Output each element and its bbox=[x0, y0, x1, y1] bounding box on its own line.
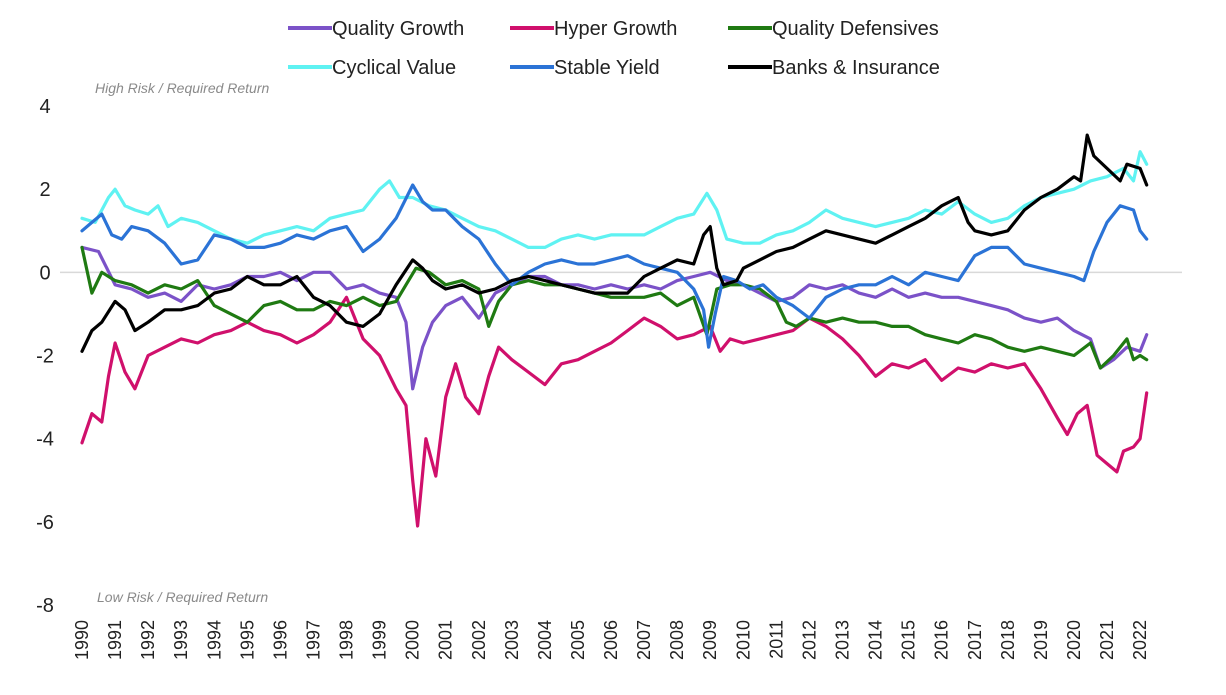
x-tick-label: 2014 bbox=[866, 620, 886, 660]
x-tick-label: 2002 bbox=[469, 620, 489, 660]
x-tick-label: 1992 bbox=[138, 620, 158, 660]
legend: Quality Growth Hyper Growth Quality Defens… bbox=[288, 18, 940, 79]
x-tick-label: 2018 bbox=[998, 620, 1018, 660]
x-tick-label: 2012 bbox=[799, 620, 819, 660]
y-tick-label: 4 bbox=[39, 96, 50, 118]
x-tick-label: 2013 bbox=[832, 620, 852, 660]
x-tick-label: 2015 bbox=[899, 620, 919, 660]
legend-label: Cyclical Value bbox=[332, 57, 456, 79]
series-line-stable-yield bbox=[80, 183, 1149, 349]
x-tick-label: 1996 bbox=[270, 620, 290, 660]
x-tick-label: 1993 bbox=[171, 620, 191, 660]
legend-item-cyclical-value: Cyclical Value bbox=[288, 57, 456, 79]
x-tick-label: 1991 bbox=[105, 620, 125, 660]
annotation-high-risk: High Risk / Required Return bbox=[95, 80, 270, 96]
series-line-hyper-growth bbox=[80, 295, 1149, 528]
y-tick-label: 0 bbox=[39, 262, 50, 284]
x-tick-label: 2020 bbox=[1064, 620, 1084, 660]
x-tick-label: 1990 bbox=[72, 620, 92, 660]
x-tick-label: 1998 bbox=[337, 620, 357, 660]
series-group bbox=[80, 133, 1149, 528]
legend-item-stable-yield: Stable Yield bbox=[510, 57, 660, 79]
series-line-banks-and-insurance bbox=[80, 133, 1149, 353]
x-tick-label: 2000 bbox=[403, 620, 423, 660]
x-tick-label: 2019 bbox=[1031, 620, 1051, 660]
x-tick-label: 2016 bbox=[932, 620, 952, 660]
series-line-quality-growth bbox=[80, 245, 1149, 391]
annotation-low-risk: Low Risk / Required Return bbox=[97, 589, 268, 605]
legend-label: Stable Yield bbox=[554, 57, 660, 79]
y-tick-label: -6 bbox=[36, 512, 54, 534]
legend-item-hyper-growth: Hyper Growth bbox=[510, 18, 677, 40]
x-tick-label: 2003 bbox=[502, 620, 522, 660]
y-tick-label: 2 bbox=[39, 179, 50, 201]
y-tick-label: -2 bbox=[36, 346, 54, 368]
x-tick-label: 2008 bbox=[667, 620, 687, 660]
x-tick-label: 2006 bbox=[601, 620, 621, 660]
x-tick-label: 2007 bbox=[634, 620, 654, 660]
x-tick-label: 1999 bbox=[370, 620, 390, 660]
x-tick-label: 2022 bbox=[1130, 620, 1150, 660]
y-tick-label: -8 bbox=[36, 595, 54, 617]
x-tick-label: 2004 bbox=[535, 620, 555, 660]
x-tick-label: 1997 bbox=[303, 620, 323, 660]
x-tick-label: 2001 bbox=[436, 620, 456, 660]
legend-label: Hyper Growth bbox=[554, 18, 677, 40]
x-tick-label: 1994 bbox=[204, 620, 224, 660]
x-tick-label: 1995 bbox=[237, 620, 257, 660]
legend-label: Banks & Insurance bbox=[772, 57, 940, 79]
x-tick-label: 2011 bbox=[766, 620, 786, 659]
y-tick-label: -4 bbox=[36, 429, 54, 451]
legend-label: Quality Growth bbox=[332, 18, 464, 40]
legend-item-quality-growth: Quality Growth bbox=[288, 18, 464, 40]
x-tick-label: 2005 bbox=[568, 620, 588, 660]
y-axis: 4 2 0 -2 -4 -6 -8 bbox=[36, 96, 54, 617]
x-tick-label: 2010 bbox=[733, 620, 753, 660]
x-tick-label: 2021 bbox=[1097, 620, 1117, 660]
x-axis: 1990 1991 1992 1993 1994 1995 1996 1997 1998 1999… bbox=[72, 620, 1150, 660]
legend-item-banks-and-insurance: Banks & Insurance bbox=[728, 57, 940, 79]
legend-label: Quality Defensives bbox=[772, 18, 939, 40]
series-line-quality-defensives bbox=[80, 245, 1149, 370]
x-tick-label: 2017 bbox=[965, 620, 985, 660]
x-tick-label: 2009 bbox=[700, 620, 720, 660]
legend-item-quality-defensives: Quality Defensives bbox=[728, 18, 939, 40]
